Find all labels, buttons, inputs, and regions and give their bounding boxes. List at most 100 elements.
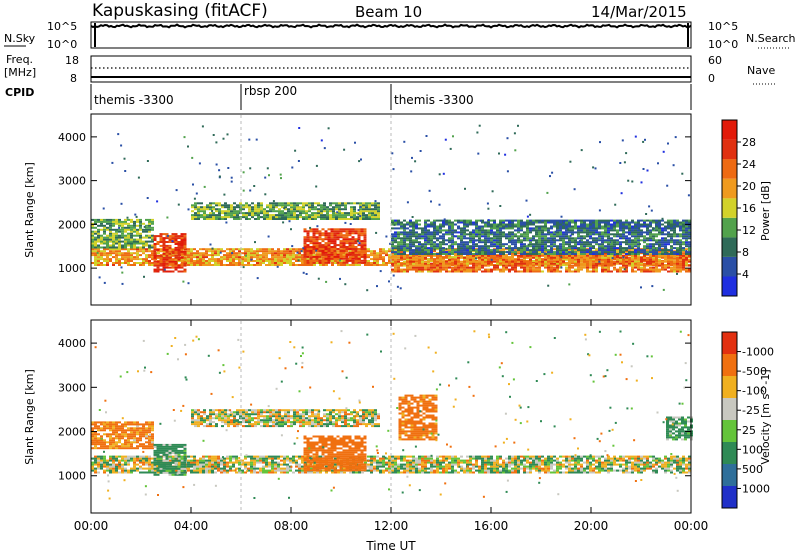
heatmap-cell	[592, 253, 595, 255]
heatmap-cell	[649, 255, 652, 257]
heatmap-cell	[469, 257, 472, 259]
heatmap-cell	[622, 229, 625, 231]
heatmap-cell	[580, 259, 583, 261]
heatmap-cell	[305, 204, 308, 206]
heatmap-cell	[265, 248, 268, 250]
heatmap-cell	[421, 271, 424, 273]
heatmap-cell	[526, 233, 529, 235]
heatmap-cell	[679, 259, 682, 261]
heatmap-cell	[433, 241, 436, 243]
heatmap-cell	[433, 243, 436, 245]
heatmap-cell	[601, 241, 604, 243]
heatmap-cell	[598, 249, 601, 251]
heatmap-cell	[352, 252, 355, 254]
heatmap-cell	[323, 208, 326, 210]
heatmap-cell	[394, 220, 397, 222]
heatmap-cell	[337, 228, 340, 230]
heatmap-cell	[586, 249, 589, 251]
heatmap-cell	[598, 243, 601, 245]
heatmap-cell	[349, 232, 352, 234]
heatmap-cell	[142, 241, 145, 243]
heatmap-cell	[649, 259, 652, 261]
heatmap-cell	[556, 251, 559, 253]
heatmap-cell	[511, 222, 514, 224]
heatmap-cell	[454, 251, 457, 253]
heatmap-cell	[121, 227, 124, 229]
heatmap-cell	[511, 261, 514, 263]
heatmap-cell	[130, 258, 133, 260]
heatmap-cell	[648, 205, 650, 207]
heatmap-cell	[331, 252, 334, 254]
heatmap-cell	[329, 202, 332, 204]
heatmap-cell	[175, 265, 178, 267]
heatmap-cell	[340, 242, 343, 244]
heatmap-cell	[394, 259, 397, 261]
heatmap-cell	[445, 239, 448, 241]
heatmap-cell	[394, 233, 397, 235]
heatmap-cell	[205, 260, 208, 262]
heatmap-cell	[160, 233, 163, 235]
heatmap-cell	[400, 241, 403, 243]
heatmap-cell	[670, 253, 673, 255]
heatmap-cell	[343, 234, 346, 236]
heatmap-cell	[139, 250, 142, 252]
heatmap-cell	[112, 225, 115, 227]
heatmap-cell	[586, 224, 589, 226]
heatmap-cell	[616, 226, 619, 228]
heatmap-cell	[148, 254, 151, 256]
heatmap-cell	[371, 204, 374, 206]
heatmap-cell	[178, 249, 181, 251]
heatmap-cell	[118, 239, 121, 241]
heatmap-cell	[260, 206, 263, 208]
heatmap-cell	[673, 235, 676, 237]
heatmap-cell	[284, 218, 287, 220]
heatmap-cell	[292, 256, 295, 258]
heatmap-cell	[194, 216, 197, 218]
heatmap-cell	[595, 239, 598, 241]
heatmap-cell	[430, 255, 433, 257]
heatmap-cell	[97, 241, 100, 243]
heatmap-cell	[169, 251, 172, 253]
heatmap-cell	[320, 214, 323, 216]
heatmap-cell	[94, 260, 97, 262]
heatmap-cell	[637, 269, 640, 271]
heatmap-cell	[355, 248, 358, 250]
heatmap-cell	[631, 222, 634, 224]
heatmap-cell	[406, 222, 409, 224]
heatmap-cell	[230, 210, 233, 212]
heatmap-cell	[430, 226, 433, 228]
heatmap-cell	[217, 252, 220, 254]
heatmap-cell	[275, 218, 278, 220]
heatmap-cell	[562, 264, 565, 266]
heatmap-cell	[215, 216, 218, 218]
heatmap-cell	[211, 260, 214, 262]
heatmap-cell	[323, 206, 326, 208]
heatmap-cell	[685, 255, 688, 257]
heatmap-cell	[169, 261, 172, 263]
heatmap-cell	[364, 238, 367, 240]
heatmap-cell	[433, 269, 436, 271]
heatmap-cell	[658, 227, 661, 229]
heatmap-cell	[415, 249, 418, 251]
heatmap-cell	[250, 264, 253, 266]
heatmap-cell	[577, 249, 580, 251]
heatmap-cell	[451, 227, 454, 229]
heatmap-cell	[640, 226, 643, 228]
heatmap-cell	[505, 267, 508, 269]
heatmap-cell	[196, 193, 198, 195]
heatmap-cell	[142, 229, 145, 231]
heatmap-cell	[571, 257, 574, 259]
heatmap-cell	[499, 222, 502, 224]
heatmap-cell	[178, 247, 181, 249]
heatmap-cell	[520, 220, 523, 222]
heatmap-cell	[676, 267, 679, 269]
heatmap-cell	[244, 258, 247, 260]
heatmap-cell	[577, 267, 580, 269]
heatmap-cell	[130, 264, 133, 266]
heatmap-cell	[502, 267, 505, 269]
heatmap-cell	[415, 253, 418, 255]
heatmap-cell	[502, 257, 505, 259]
heatmap-cell	[115, 262, 118, 264]
heatmap-cell	[571, 245, 574, 247]
